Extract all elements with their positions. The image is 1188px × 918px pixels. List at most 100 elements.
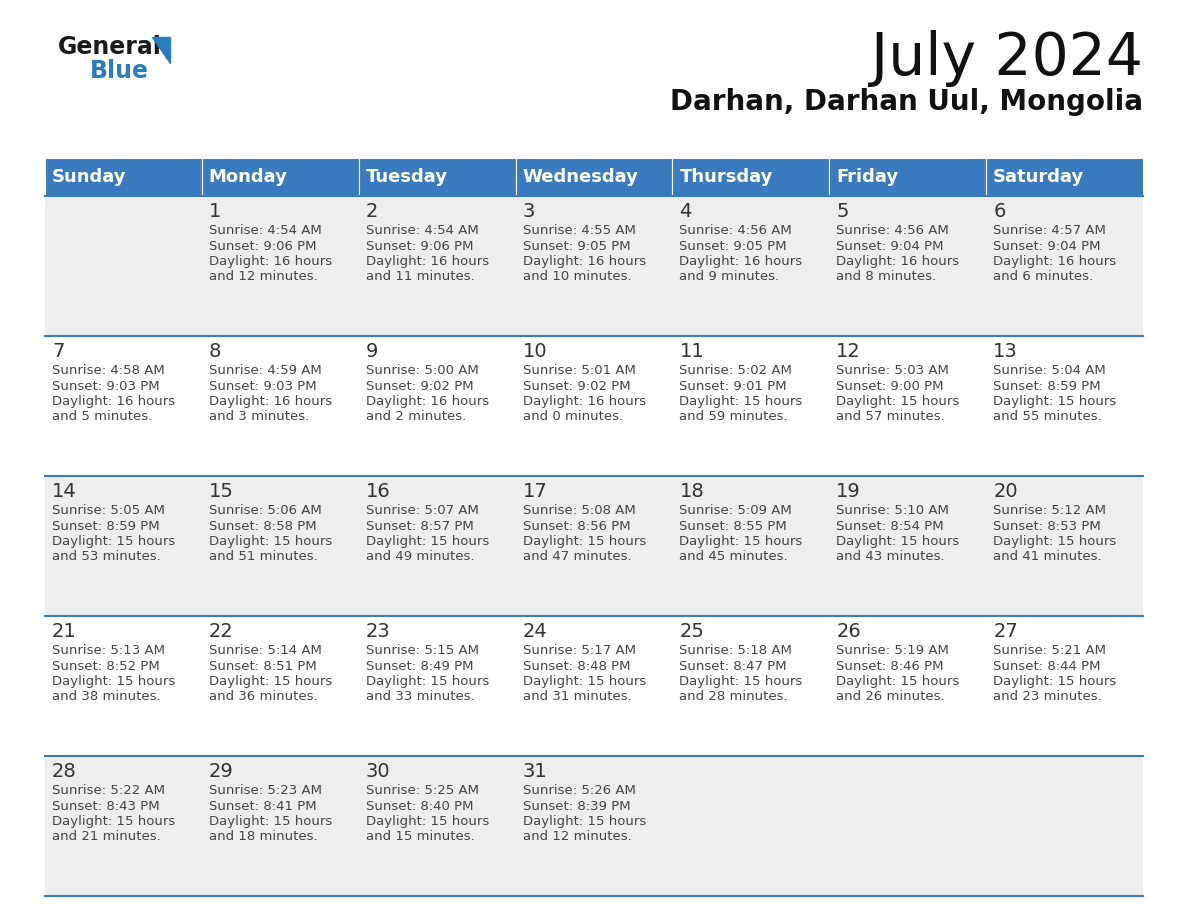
Text: Sunset: 8:47 PM: Sunset: 8:47 PM — [680, 659, 788, 673]
Text: 2: 2 — [366, 202, 378, 221]
Text: Darhan, Darhan Uul, Mongolia: Darhan, Darhan Uul, Mongolia — [670, 88, 1143, 116]
Text: and 43 minutes.: and 43 minutes. — [836, 551, 944, 564]
Text: Daylight: 16 hours: Daylight: 16 hours — [680, 255, 803, 268]
Polygon shape — [152, 37, 170, 63]
Text: Sunset: 8:59 PM: Sunset: 8:59 PM — [993, 379, 1101, 393]
Bar — [829, 476, 986, 616]
Text: and 55 minutes.: and 55 minutes. — [993, 410, 1102, 423]
Text: 19: 19 — [836, 482, 861, 501]
Text: 26: 26 — [836, 622, 861, 641]
Bar — [516, 196, 672, 336]
Text: and 45 minutes.: and 45 minutes. — [680, 551, 788, 564]
Text: Sunset: 8:43 PM: Sunset: 8:43 PM — [52, 800, 159, 812]
Text: Daylight: 15 hours: Daylight: 15 hours — [366, 815, 489, 828]
Text: 4: 4 — [680, 202, 691, 221]
Text: Daylight: 15 hours: Daylight: 15 hours — [836, 535, 960, 548]
Text: July 2024: July 2024 — [871, 30, 1143, 87]
Bar — [829, 158, 986, 196]
Text: 16: 16 — [366, 482, 391, 501]
Text: Monday: Monday — [209, 168, 287, 186]
Text: Sunset: 9:05 PM: Sunset: 9:05 PM — [523, 240, 630, 252]
Text: Daylight: 15 hours: Daylight: 15 hours — [209, 815, 333, 828]
Text: Sunset: 8:55 PM: Sunset: 8:55 PM — [680, 520, 788, 532]
Text: 21: 21 — [52, 622, 77, 641]
Text: Friday: Friday — [836, 168, 898, 186]
Text: Sunrise: 5:05 AM: Sunrise: 5:05 AM — [52, 504, 165, 517]
Text: Sunrise: 5:26 AM: Sunrise: 5:26 AM — [523, 784, 636, 797]
Bar — [202, 158, 359, 196]
Text: 22: 22 — [209, 622, 234, 641]
Text: Daylight: 15 hours: Daylight: 15 hours — [680, 675, 803, 688]
Text: Daylight: 16 hours: Daylight: 16 hours — [52, 395, 175, 408]
Text: Daylight: 15 hours: Daylight: 15 hours — [52, 535, 176, 548]
Bar — [986, 158, 1143, 196]
Bar — [516, 756, 672, 896]
Text: Sunset: 9:03 PM: Sunset: 9:03 PM — [52, 379, 159, 393]
Text: and 5 minutes.: and 5 minutes. — [52, 410, 152, 423]
Text: Daylight: 15 hours: Daylight: 15 hours — [523, 675, 646, 688]
Text: Sunrise: 4:54 AM: Sunrise: 4:54 AM — [366, 224, 479, 237]
Bar — [359, 756, 516, 896]
Text: and 57 minutes.: and 57 minutes. — [836, 410, 944, 423]
Text: Sunset: 8:52 PM: Sunset: 8:52 PM — [52, 659, 159, 673]
Text: Wednesday: Wednesday — [523, 168, 638, 186]
Text: 10: 10 — [523, 342, 548, 361]
Text: Sunrise: 5:18 AM: Sunrise: 5:18 AM — [680, 644, 792, 657]
Text: Sunset: 9:05 PM: Sunset: 9:05 PM — [680, 240, 788, 252]
Text: Sunrise: 5:25 AM: Sunrise: 5:25 AM — [366, 784, 479, 797]
Text: Sunrise: 5:02 AM: Sunrise: 5:02 AM — [680, 364, 792, 377]
Text: and 38 minutes.: and 38 minutes. — [52, 690, 160, 703]
Text: 23: 23 — [366, 622, 391, 641]
Text: and 15 minutes.: and 15 minutes. — [366, 831, 474, 844]
Text: 18: 18 — [680, 482, 704, 501]
Bar — [359, 196, 516, 336]
Text: and 11 minutes.: and 11 minutes. — [366, 271, 474, 284]
Text: Thursday: Thursday — [680, 168, 773, 186]
Text: and 12 minutes.: and 12 minutes. — [209, 271, 317, 284]
Text: Daylight: 16 hours: Daylight: 16 hours — [209, 255, 331, 268]
Text: and 28 minutes.: and 28 minutes. — [680, 690, 788, 703]
Text: Sunset: 8:53 PM: Sunset: 8:53 PM — [993, 520, 1101, 532]
Bar — [202, 336, 359, 476]
Text: Sunset: 9:04 PM: Sunset: 9:04 PM — [993, 240, 1100, 252]
Text: Sunrise: 5:03 AM: Sunrise: 5:03 AM — [836, 364, 949, 377]
Text: Sunrise: 5:06 AM: Sunrise: 5:06 AM — [209, 504, 322, 517]
Bar — [672, 616, 829, 756]
Text: Sunrise: 4:56 AM: Sunrise: 4:56 AM — [836, 224, 949, 237]
Bar — [672, 336, 829, 476]
Bar — [516, 336, 672, 476]
Text: Sunrise: 5:15 AM: Sunrise: 5:15 AM — [366, 644, 479, 657]
Text: Sunrise: 5:04 AM: Sunrise: 5:04 AM — [993, 364, 1106, 377]
Bar — [45, 756, 202, 896]
Text: 7: 7 — [52, 342, 64, 361]
Bar — [672, 476, 829, 616]
Bar — [45, 196, 202, 336]
Bar — [986, 616, 1143, 756]
Bar — [516, 476, 672, 616]
Text: and 26 minutes.: and 26 minutes. — [836, 690, 944, 703]
Text: Sunset: 8:39 PM: Sunset: 8:39 PM — [523, 800, 630, 812]
Text: Daylight: 15 hours: Daylight: 15 hours — [523, 815, 646, 828]
Bar — [516, 158, 672, 196]
Text: Daylight: 16 hours: Daylight: 16 hours — [366, 395, 488, 408]
Text: Sunrise: 4:59 AM: Sunrise: 4:59 AM — [209, 364, 322, 377]
Text: Sunset: 9:02 PM: Sunset: 9:02 PM — [523, 379, 630, 393]
Bar — [45, 476, 202, 616]
Text: 27: 27 — [993, 622, 1018, 641]
Text: 20: 20 — [993, 482, 1018, 501]
Text: Sunrise: 5:13 AM: Sunrise: 5:13 AM — [52, 644, 165, 657]
Text: Sunset: 8:57 PM: Sunset: 8:57 PM — [366, 520, 474, 532]
Text: Sunrise: 5:22 AM: Sunrise: 5:22 AM — [52, 784, 165, 797]
Text: Daylight: 16 hours: Daylight: 16 hours — [993, 255, 1117, 268]
Text: Sunset: 9:03 PM: Sunset: 9:03 PM — [209, 379, 316, 393]
Text: Daylight: 15 hours: Daylight: 15 hours — [836, 395, 960, 408]
Text: Sunset: 8:46 PM: Sunset: 8:46 PM — [836, 659, 943, 673]
Text: Daylight: 15 hours: Daylight: 15 hours — [993, 675, 1117, 688]
Bar — [45, 616, 202, 756]
Text: Sunrise: 5:09 AM: Sunrise: 5:09 AM — [680, 504, 792, 517]
Text: Sunrise: 5:08 AM: Sunrise: 5:08 AM — [523, 504, 636, 517]
Text: Sunrise: 5:10 AM: Sunrise: 5:10 AM — [836, 504, 949, 517]
Text: Daylight: 15 hours: Daylight: 15 hours — [680, 535, 803, 548]
Bar — [829, 336, 986, 476]
Text: 9: 9 — [366, 342, 378, 361]
